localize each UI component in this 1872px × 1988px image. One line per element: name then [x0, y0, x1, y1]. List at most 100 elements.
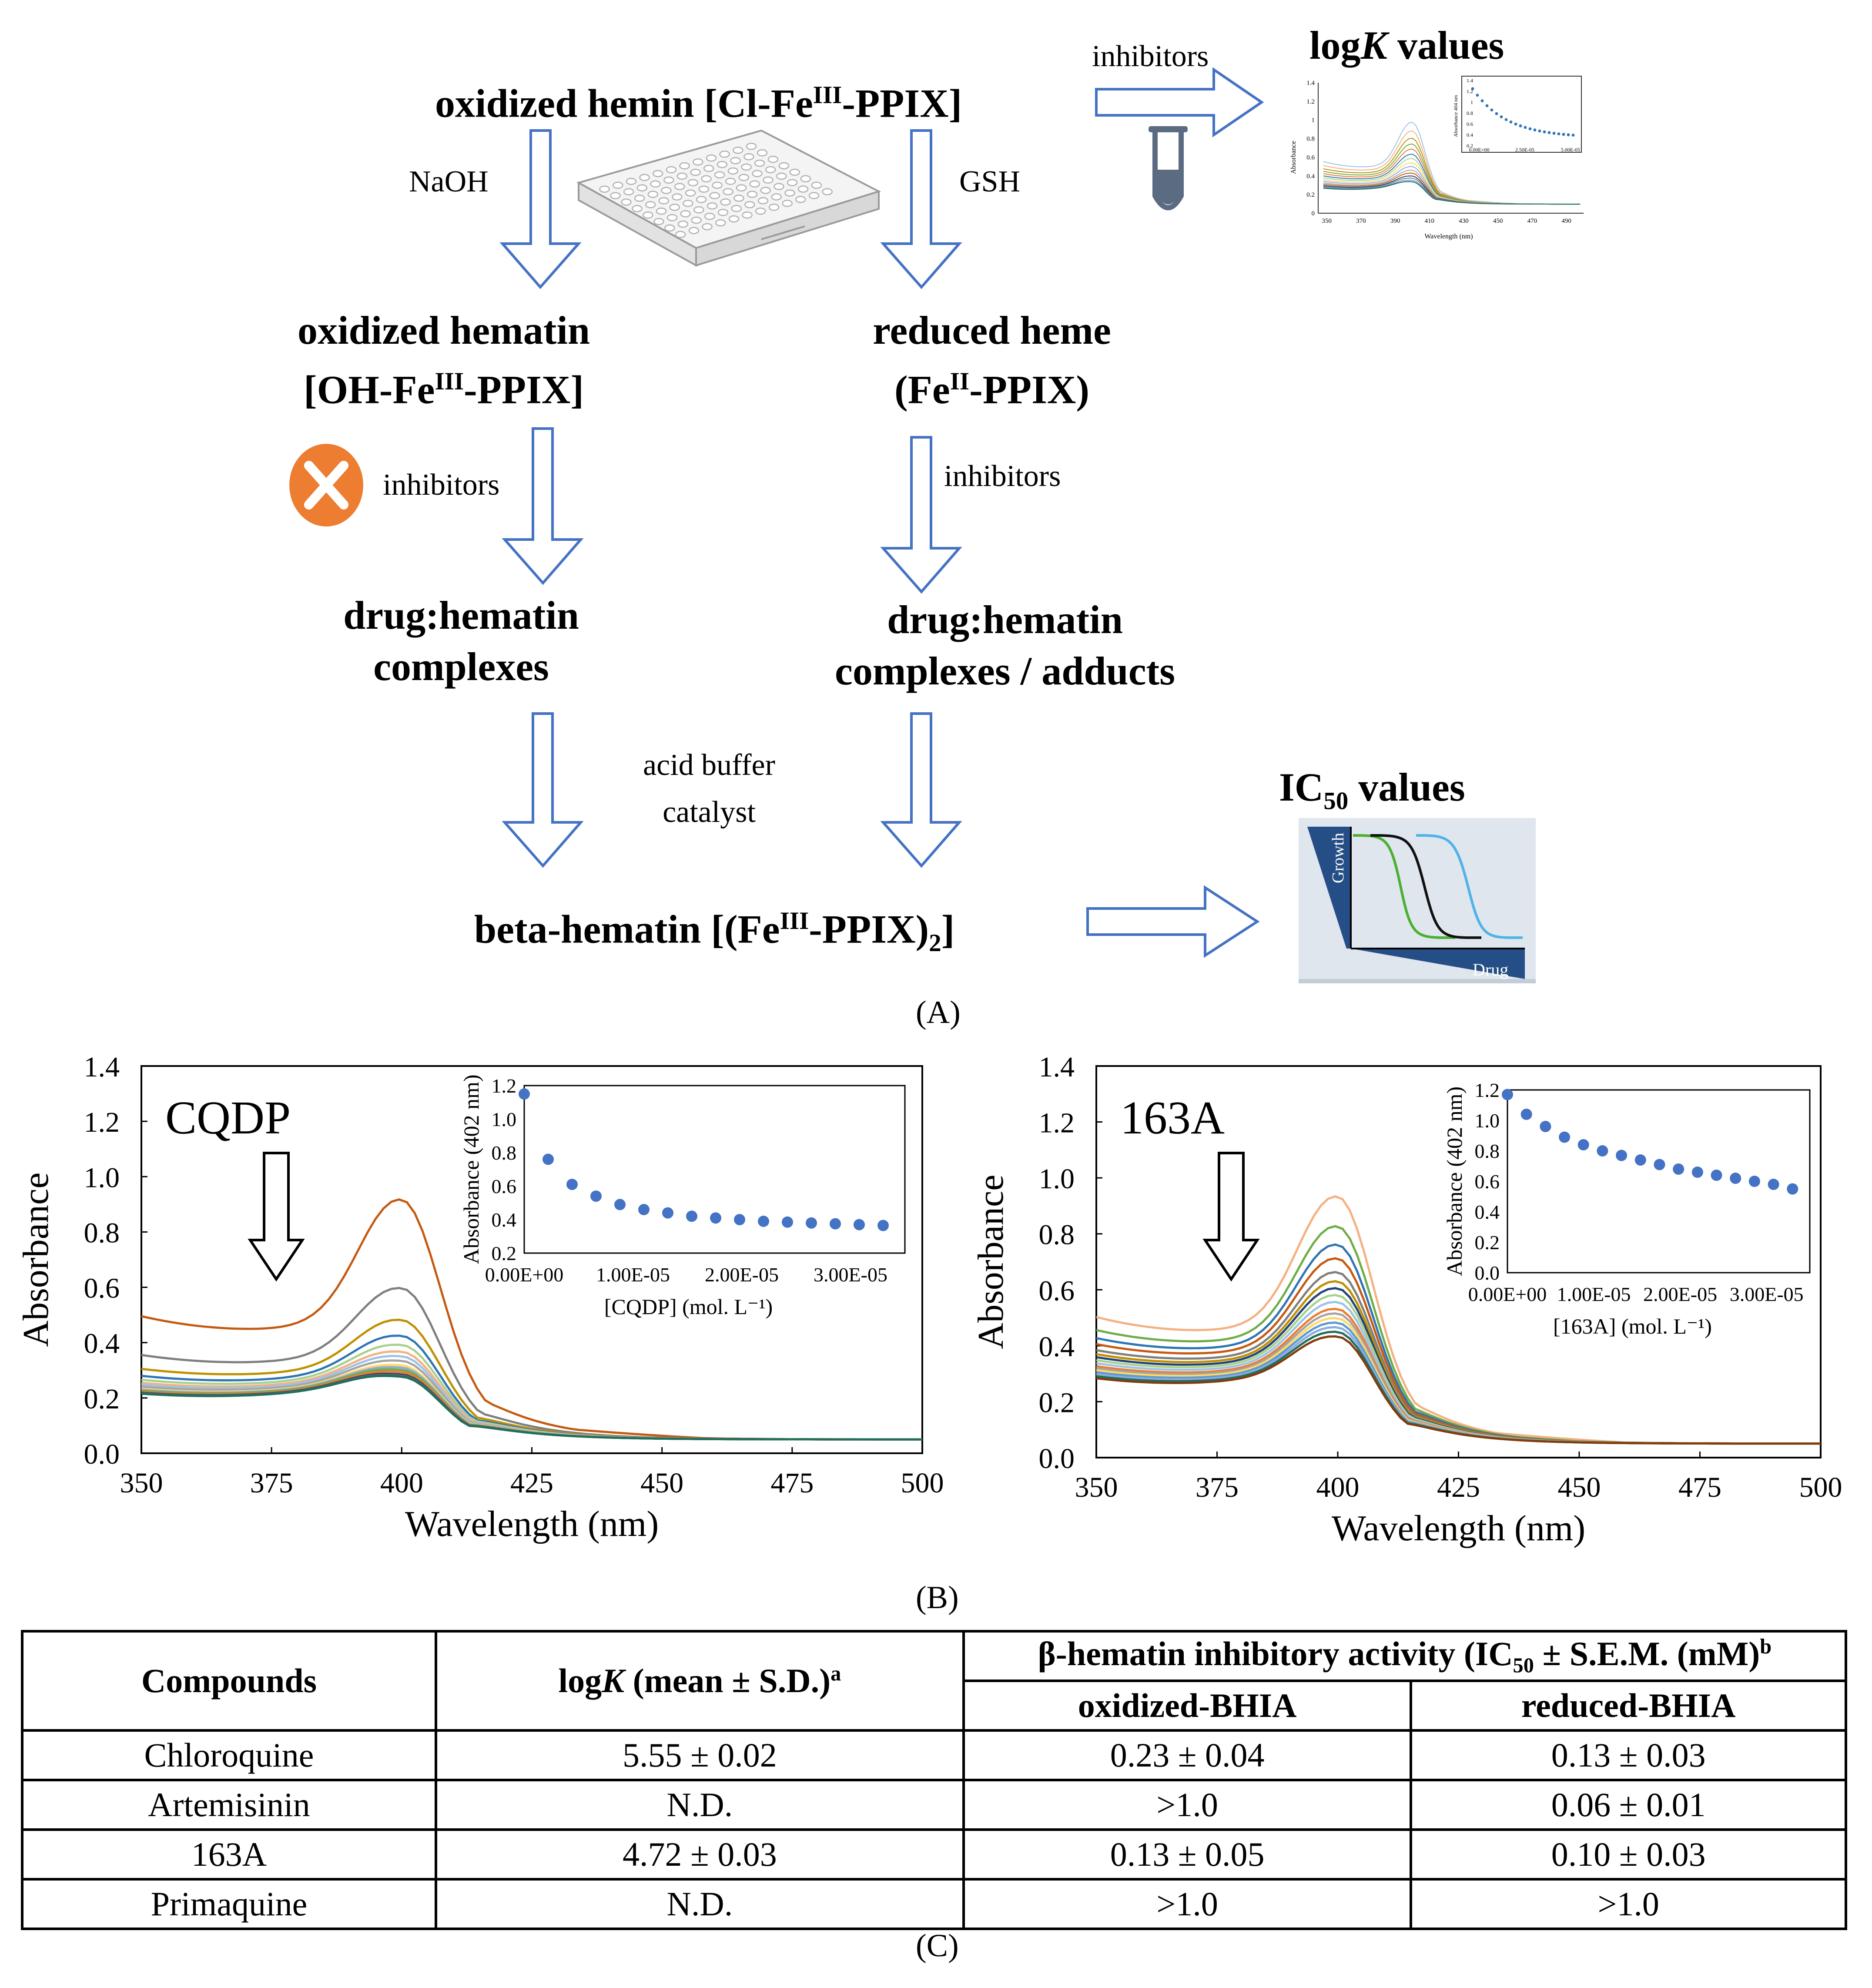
well	[776, 172, 787, 180]
well	[626, 178, 637, 185]
well	[639, 174, 650, 181]
well	[800, 175, 811, 183]
inset-data-point	[1787, 1183, 1798, 1195]
cell-logk: N.D.	[434, 1779, 965, 1831]
inset-frame	[1507, 1089, 1811, 1274]
inset-x-tick-label: 3.00E-05	[1730, 1283, 1804, 1305]
well	[643, 211, 653, 219]
inhibition-cross-icon	[289, 444, 363, 526]
inset-data-point	[1691, 1167, 1703, 1178]
thumb-inset-dot	[1547, 131, 1551, 134]
well	[621, 198, 632, 206]
well	[693, 158, 703, 166]
inset-y-tick-label: 0.4	[492, 1209, 517, 1231]
well	[666, 166, 677, 174]
well	[765, 166, 776, 174]
well	[709, 192, 720, 199]
well	[680, 210, 691, 218]
well	[741, 163, 752, 171]
table-row-163a: 163A 4.72 ± 0.03 0.13 ± 0.05 0.10 ± 0.03	[21, 1828, 1847, 1881]
well	[728, 215, 740, 223]
thumb-inset-dot	[1490, 108, 1494, 112]
thumb-inset-dot	[1562, 133, 1565, 136]
thumb-inset-dot	[1476, 94, 1479, 97]
node-reduced-heme: reduced heme (FeII-PPIX)	[873, 308, 1111, 412]
table-row-artemisinin: Artemisinin N.D. >1.0 0.06 ± 0.01	[21, 1779, 1847, 1831]
arrow-complex-left	[502, 712, 584, 868]
thumb-inset-dot	[1533, 128, 1537, 132]
x-tick-label: 475	[1678, 1472, 1721, 1503]
inset-data-point	[1616, 1150, 1628, 1161]
well	[701, 175, 712, 183]
thumb-inset-dot	[1471, 87, 1474, 91]
well	[675, 231, 686, 238]
x-tick-label: 400	[380, 1467, 423, 1499]
inset-data-point	[519, 1088, 530, 1100]
inset-y-tick-label: 0.8	[1475, 1140, 1500, 1162]
well	[661, 187, 672, 194]
inset-x-tick-label: 2.00E-05	[705, 1264, 779, 1286]
scheme-arrows: 0 0.2 0.4 0.6 0.8 1 1.2 1.4 350 370 390 410 430 450 4…	[289, 67, 1584, 983]
header-logk: logK (mean ± S.D.)a	[434, 1630, 965, 1732]
node-beta-hematin: beta-hematin [(FeIII-PPIX)2]	[474, 907, 955, 957]
inset-background	[1499, 1077, 1818, 1360]
thumb-inset-ytick: 0.6	[1467, 121, 1473, 127]
y-tick-label: 1.2	[1039, 1107, 1075, 1139]
panel-b-charts: 0.0 0.2 0.4 0.6 0.8 1.0 1.2 1.4 350 375 400 425 450 4…	[16, 1051, 1842, 1549]
well	[653, 218, 664, 225]
thumb-inset-ytick: 1.4	[1467, 77, 1473, 84]
thumb-inset-dot	[1509, 120, 1513, 124]
header-compounds: Compounds	[21, 1630, 437, 1732]
well	[696, 196, 707, 203]
thumb-inset-ylabel: Absorbance 404 nm	[1453, 95, 1459, 137]
well	[690, 168, 701, 176]
thumb-inset-dot	[1495, 112, 1498, 115]
x-tick-label: 500	[1799, 1472, 1842, 1503]
y-tick-label: 0.4	[1039, 1331, 1075, 1363]
y-tick-label: 0.6	[1039, 1275, 1075, 1307]
inset-data-point	[566, 1179, 578, 1190]
thumb-inset-dot	[1567, 133, 1570, 137]
table-row-chloroquine: Chloroquine 5.55 ± 0.02 0.23 ± 0.04 0.13…	[21, 1729, 1847, 1781]
well	[717, 161, 728, 168]
thumb-inset-ytick: 1	[1470, 99, 1473, 105]
well	[787, 179, 798, 186]
cell-compound: Primaquine	[21, 1878, 437, 1930]
well	[749, 180, 760, 188]
well	[714, 171, 725, 179]
y-axis-label: Absorbance	[16, 1172, 56, 1347]
compound-title: CQDP	[165, 1092, 291, 1144]
y-tick-label: 1.2	[84, 1106, 120, 1138]
inset-data-point	[1711, 1170, 1722, 1181]
thumb-inset-dot	[1519, 124, 1522, 127]
inset-x-tick-label: 1.00E-05	[596, 1264, 670, 1286]
inset-y-tick-label: 0.2	[492, 1242, 517, 1264]
inset-y-tick-label: 0.8	[492, 1142, 517, 1164]
x-tick-label: 500	[901, 1467, 944, 1499]
well	[767, 155, 779, 163]
cell-reduced: 0.10 ± 0.03	[1410, 1828, 1847, 1881]
inset-data-point	[782, 1216, 793, 1228]
inset-y-tick-label: 0.2	[1475, 1231, 1500, 1254]
cell-compound: 163A	[21, 1828, 437, 1881]
well	[599, 185, 610, 193]
thumb-inset-dot	[1557, 132, 1561, 136]
arrow-naoh	[499, 129, 582, 289]
x-tick-label: 350	[1075, 1472, 1118, 1503]
well	[730, 157, 741, 164]
inset-data-point	[734, 1214, 745, 1225]
well	[738, 174, 750, 181]
cell-compound: Chloroquine	[21, 1729, 437, 1781]
thumb-inset-dot	[1504, 118, 1508, 121]
inset-data-point	[638, 1204, 650, 1215]
cell-oxidized: 0.23 ± 0.04	[962, 1729, 1413, 1781]
y-tick-label: 0.0	[84, 1438, 120, 1470]
cell-oxidized: >1.0	[962, 1878, 1413, 1930]
well	[712, 181, 723, 189]
x-tick-label: 450	[1558, 1472, 1601, 1503]
inset-y-tick-label: 1.0	[492, 1108, 517, 1130]
ic50-values-title: IC50 values	[1279, 765, 1465, 815]
y-tick-label: 1.0	[1039, 1163, 1075, 1195]
cell-compound: Artemisinin	[21, 1779, 437, 1831]
well	[723, 188, 733, 195]
